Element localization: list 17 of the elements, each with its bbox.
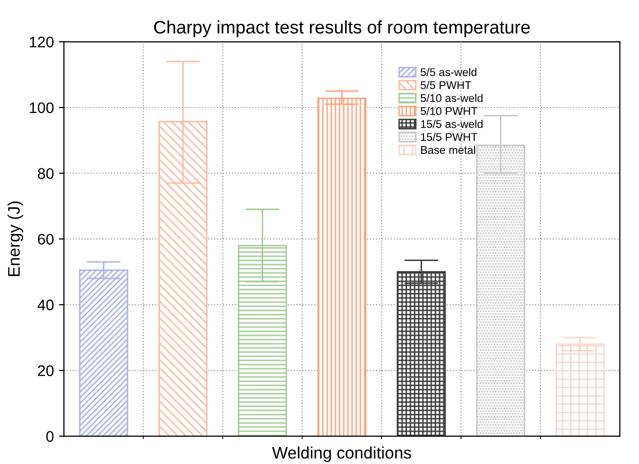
legend-label: 5/5 as-weld xyxy=(420,68,476,76)
y-tick-label: 80 xyxy=(38,168,54,179)
y-tick-label: 0 xyxy=(46,431,54,442)
y-tick-label: 60 xyxy=(38,234,54,245)
legend-label: 5/10 PWHT xyxy=(420,106,478,116)
legend-label: 5/10 as-weld xyxy=(420,94,483,102)
chart-title: Charpy impact test results of room temperature xyxy=(154,20,530,38)
legend-label: 5/5 PWHT xyxy=(420,80,472,90)
y-tick-label: 100 xyxy=(30,102,54,114)
legend-label: 15/5 PWHT xyxy=(421,132,478,141)
x-axis-title: Welding conditions xyxy=(272,446,412,462)
legend-label: 15/5 as-weld xyxy=(421,120,483,128)
legend-label: Base metal xyxy=(421,146,476,154)
y-tick-label: 40 xyxy=(38,300,54,310)
y-tick-label: 20 xyxy=(38,365,54,376)
y-tick-label: 120 xyxy=(30,36,54,48)
y-axis-title: Energy (J) xyxy=(8,202,24,276)
